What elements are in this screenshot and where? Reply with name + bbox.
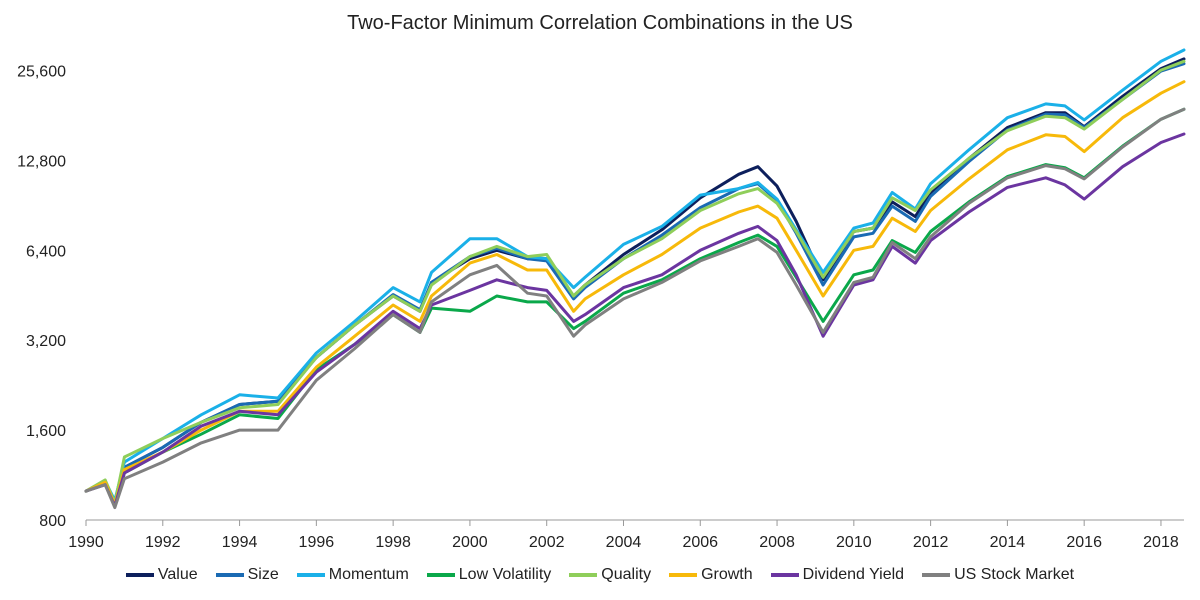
legend-swatch [125, 573, 154, 577]
legend-swatch [569, 573, 598, 577]
x-tick-label: 2012 [913, 534, 949, 551]
x-tick-label: 2008 [759, 534, 795, 551]
legend-item-momentum: Momentum [296, 566, 409, 584]
series-line-low-volatility [84, 107, 1186, 507]
x-tick-label: 2018 [1143, 534, 1179, 551]
legend: Value Size Momentum Low Volatility Quality Gr… [0, 566, 1200, 584]
y-tick-label: 25,600 [17, 64, 66, 81]
y-tick-label: 6,400 [26, 243, 66, 260]
legend-item-size: Size [215, 566, 279, 584]
legend-item-value: Value [125, 566, 198, 584]
legend-swatch [296, 573, 325, 577]
series-line-us-stock-market [84, 107, 1186, 510]
y-tick-label: 12,800 [17, 153, 66, 170]
legend-item-quality: Quality [569, 566, 651, 584]
x-tick-label: 2016 [1066, 534, 1102, 551]
legend-item-us-stock-market: US Stock Market [922, 566, 1074, 584]
legend-label: US Stock Market [954, 566, 1075, 583]
x-tick-label: 2002 [529, 534, 565, 551]
legend-swatch [215, 573, 244, 577]
x-tick-label: 2006 [682, 534, 718, 551]
legend-label: Size [247, 566, 279, 583]
x-tick-label: 1992 [145, 534, 181, 551]
legend-label: Low Volatility [458, 566, 552, 583]
legend-label: Quality [601, 566, 652, 583]
x-tick-label: 2000 [452, 534, 488, 551]
series-line-quality [84, 59, 1186, 505]
legend-swatch [922, 573, 951, 577]
series-line-momentum [84, 48, 1186, 502]
legend-swatch [669, 573, 698, 577]
legend-swatch [426, 573, 455, 577]
legend-item-low-volatility: Low Volatility [426, 566, 552, 584]
y-tick-label: 3,200 [26, 333, 66, 350]
legend-item-dividend-yield: Dividend Yield [770, 566, 905, 584]
x-tick-label: 2010 [836, 534, 872, 551]
x-tick-label: 2004 [606, 534, 642, 551]
chart-title: Two-Factor Minimum Correlation Combinati… [347, 12, 853, 34]
legend-label: Growth [701, 566, 753, 583]
legend-label: Dividend Yield [802, 566, 905, 583]
y-tick-label: 1,600 [26, 423, 66, 440]
x-tick-label: 2014 [990, 534, 1026, 551]
series-line-dividend-yield [84, 132, 1186, 508]
legend-swatch [770, 573, 799, 577]
x-tick-label: 1998 [375, 534, 411, 551]
x-tick-label: 1990 [68, 534, 104, 551]
x-tick-label: 1996 [299, 534, 335, 551]
x-tick-label: 1994 [222, 534, 258, 551]
y-tick-label: 800 [39, 513, 66, 530]
legend-item-growth: Growth [669, 566, 753, 584]
legend-label: Value [157, 566, 198, 583]
series-line-growth [84, 80, 1186, 507]
legend-label: Momentum [328, 566, 409, 583]
